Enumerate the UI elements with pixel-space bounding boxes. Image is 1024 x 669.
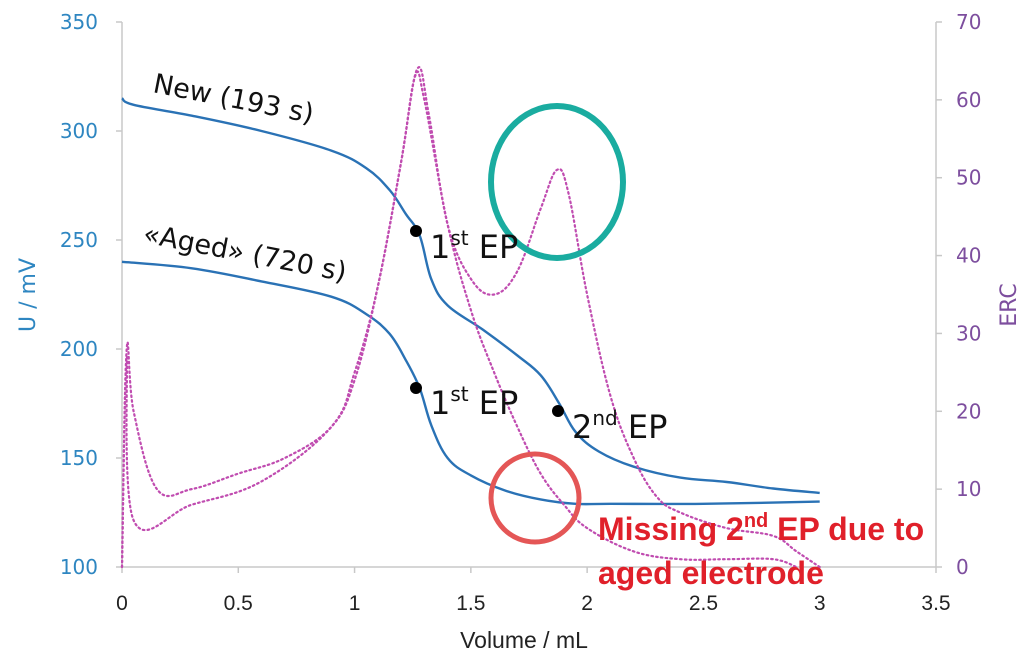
y2-tick-label: 70 (956, 10, 981, 34)
ep-label-new-2nd: 2nd EP (572, 406, 667, 446)
ep-marker (552, 405, 564, 417)
x-tick-label: 1.5 (456, 592, 485, 615)
y-tick-label: 300 (60, 119, 98, 143)
x-tick-label: 0.5 (224, 592, 253, 615)
y-tick-label: 150 (60, 446, 98, 470)
ep-aged-1st: 1st EP (410, 382, 518, 422)
missing-ep-warning-line2: aged electrode (598, 555, 824, 591)
y2-tick-label: 30 (956, 321, 981, 345)
ep-marker (410, 225, 422, 237)
y-tick-label: 200 (60, 337, 98, 361)
potential-curve-0 (121, 97, 820, 495)
y-tick-label: 250 (60, 228, 98, 252)
ep-new-2nd: 2nd EP (552, 405, 667, 446)
x-tick-label: 3 (814, 592, 826, 615)
x-axis-title: Volume / mL (460, 627, 588, 653)
y-tick-label: 350 (60, 10, 98, 34)
x-tick-label: 2 (581, 592, 593, 615)
y2-tick-label: 0 (956, 555, 969, 579)
ep-label-new-1st: 1st EP (430, 226, 518, 266)
ep-marker (410, 382, 422, 394)
y2-axis-title: ERC (997, 283, 1022, 326)
erc-curve-3 (120, 70, 798, 569)
missing-ep-warning-line1: Missing 2nd EP due to (598, 510, 924, 547)
y2-tick-label: 10 (956, 477, 981, 501)
ep-label-aged-1st: 1st EP (430, 382, 518, 422)
y2-tick-label: 60 (956, 88, 981, 112)
annotations: New (193 s) «Aged» (720 s) 1st EP 1st EP… (141, 68, 924, 591)
y-tick-label: 100 (60, 555, 98, 579)
x-tick-label: 0 (116, 592, 128, 615)
erc-curve-2 (120, 66, 821, 569)
y2-tick-label: 20 (956, 399, 981, 423)
y-axis-title: U / mV (16, 258, 41, 332)
y2-tick-label: 50 (956, 166, 981, 190)
axes: 100 150 200 250 300 350 0 10 20 30 40 50 60 70 0 0.5 1 1.… (16, 10, 1022, 653)
plot-area (120, 66, 821, 569)
x-tick-label: 3.5 (921, 592, 950, 615)
red-highlight-circle (488, 451, 582, 545)
ep-new-1st: 1st EP (410, 225, 518, 266)
teal-highlight-circle (488, 103, 626, 261)
new-curve-label: New (193 s) (151, 68, 317, 129)
x-tick-label: 2.5 (689, 592, 718, 615)
y2-tick-label: 40 (956, 244, 981, 268)
x-tick-label: 1 (349, 592, 361, 615)
potential-curve-1 (121, 260, 820, 506)
